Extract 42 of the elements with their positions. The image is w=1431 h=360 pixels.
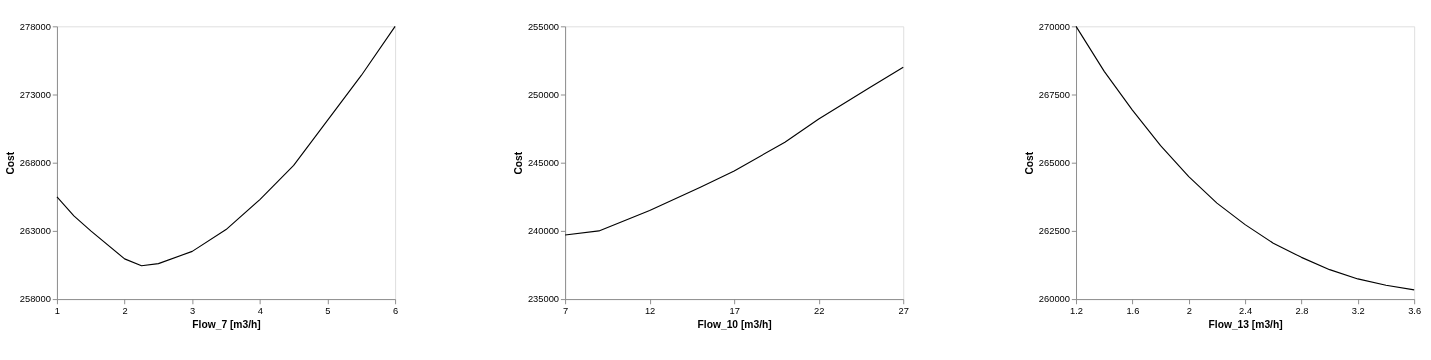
- x-tick-label: 17: [729, 305, 740, 316]
- y-tick-label: 258000: [19, 294, 51, 305]
- y-tick-label: 278000: [19, 21, 51, 32]
- x-tick-label: 2.8: [1295, 305, 1309, 316]
- y-tick-label: 270000: [1038, 21, 1070, 32]
- x-tick-label: 27: [898, 305, 909, 316]
- y-tick-label: 273000: [19, 89, 51, 100]
- y-axis-title: Cost: [1024, 151, 1036, 175]
- line-series: [1075, 25, 1415, 291]
- x-tick-label: 2.4: [1239, 305, 1253, 316]
- x-tick-label: 3: [190, 305, 196, 316]
- x-tick-label: 2: [1186, 305, 1192, 316]
- y-tick-label: 262500: [1038, 226, 1070, 237]
- x-tick-label: 3.6: [1408, 305, 1422, 316]
- x-tick-label: 22: [813, 305, 825, 316]
- x-axis-title: Flow_13 [m3/h]: [1208, 318, 1283, 330]
- x-tick-label: 5: [325, 305, 331, 316]
- y-tick-label: 267500: [1038, 89, 1070, 100]
- x-tick-label: 3.2: [1351, 305, 1365, 316]
- x-tick-label: 1.6: [1126, 305, 1140, 316]
- x-tick-label: 12: [644, 305, 656, 316]
- y-tick-label: 268000: [19, 157, 51, 168]
- x-axis-title: Flow_10 [m3/h]: [697, 318, 772, 330]
- y-tick-label: 265000: [1038, 157, 1070, 168]
- x-axis-title: Flow_7 [m3/h]: [192, 318, 261, 330]
- y-tick-label: 260000: [1038, 294, 1070, 305]
- y-axis-title: Cost: [5, 151, 17, 175]
- y-tick-label: 240000: [527, 226, 560, 237]
- x-tick-label: 1: [54, 305, 61, 316]
- x-tick-label: 1.2: [1070, 305, 1083, 316]
- y-axis-title: Cost: [513, 151, 525, 175]
- y-tick-label: 263000: [19, 226, 51, 237]
- x-tick-label: 2: [122, 305, 128, 316]
- y-tick-label: 250000: [527, 89, 560, 100]
- x-tick-label: 7: [562, 305, 569, 316]
- x-tick-label: 6: [392, 305, 399, 316]
- y-tick-label: 245000: [527, 157, 560, 168]
- line-series: [564, 66, 904, 236]
- y-tick-label: 255000: [527, 21, 560, 32]
- line-series: [56, 25, 396, 267]
- y-tick-label: 235000: [527, 294, 560, 305]
- x-tick-label: 4: [257, 305, 263, 316]
